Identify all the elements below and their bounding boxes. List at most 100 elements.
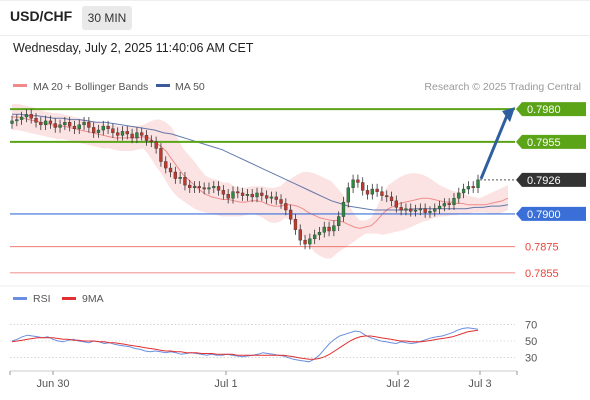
candle-body (34, 118, 38, 123)
candle (279, 194, 283, 209)
candle (356, 174, 360, 188)
price-levels-layer (10, 108, 515, 274)
candle-body (356, 179, 360, 183)
candle-body (63, 122, 67, 126)
candle-body (313, 234, 317, 240)
candle-body (207, 187, 211, 190)
candle (476, 174, 480, 193)
candle (457, 187, 461, 204)
candle-body (188, 184, 192, 188)
candle-body (192, 186, 197, 188)
level-label-1: 0.7955 (527, 137, 561, 149)
level-label-2: 0.7926 (527, 175, 561, 187)
x-tick-label-2: Jul 2 (386, 378, 409, 390)
candle-body (120, 131, 125, 136)
candle (260, 187, 264, 201)
level-label-5: 0.7855 (525, 268, 559, 280)
candle (346, 182, 350, 208)
candle-body (452, 198, 456, 205)
candle-body (183, 177, 187, 186)
candle (197, 181, 202, 193)
candle-body (154, 141, 158, 149)
level-label-4: 0.7875 (525, 242, 559, 254)
candle-body (471, 186, 475, 188)
rsi-tick-50: 50 (525, 336, 537, 348)
candle-body (101, 125, 105, 131)
candle-body (236, 191, 240, 194)
level-tag-0 (516, 102, 586, 117)
rsi-tick-30: 30 (525, 353, 537, 365)
candle (39, 116, 43, 131)
candle (111, 123, 115, 138)
timeframe-button[interactable]: 30 MIN (82, 6, 132, 30)
candle (327, 221, 331, 237)
candle (245, 189, 250, 201)
candle-body (67, 122, 72, 127)
candle (168, 162, 173, 178)
candle (10, 115, 14, 129)
candle (404, 203, 408, 216)
candle-body (116, 132, 120, 136)
candle-body (370, 188, 374, 195)
candle-body (15, 119, 19, 122)
candle-body (245, 194, 250, 196)
candle-body (43, 120, 48, 126)
rsi-line (11, 327, 479, 363)
candle (140, 127, 144, 141)
candle (216, 181, 221, 196)
candle-body (423, 208, 427, 213)
candle-body (125, 131, 129, 135)
candle (87, 116, 91, 133)
candle (48, 115, 53, 129)
candle-body (269, 196, 274, 199)
candle (452, 192, 456, 210)
candle-body (351, 179, 355, 188)
candle-body (308, 238, 312, 245)
level-label-0: 0.7980 (527, 104, 561, 116)
candle (135, 127, 139, 144)
rsi-ma-legend-swatch (62, 297, 76, 300)
ma50-legend-label: MA 50 (175, 81, 205, 93)
candle (159, 143, 163, 167)
candle-body (144, 135, 149, 141)
level-tag-2 (516, 172, 586, 187)
candle-body (466, 186, 471, 190)
candle (389, 191, 394, 207)
candle (466, 181, 471, 195)
candle (433, 203, 437, 217)
candle-body (212, 186, 216, 188)
candle-body (476, 179, 480, 188)
candle (29, 109, 33, 124)
candle (370, 183, 374, 200)
candle (288, 204, 293, 225)
candle-body (53, 123, 57, 128)
candle (303, 234, 307, 250)
candle-body (284, 203, 288, 211)
candle-body (264, 195, 269, 199)
candle (67, 116, 72, 132)
candle (173, 166, 177, 184)
target-arrow-head (502, 107, 515, 123)
candle-body (178, 177, 182, 179)
candle-body (19, 116, 24, 120)
candle-body (365, 190, 370, 195)
header-divider (0, 35, 590, 36)
candle-body (413, 209, 418, 212)
candle-body (442, 203, 447, 207)
candle-body (375, 188, 379, 192)
candle-body (260, 192, 264, 196)
candle (380, 186, 384, 201)
bollinger-band (12, 103, 508, 259)
ma20-legend-swatch (13, 84, 27, 87)
candle (461, 183, 466, 199)
candle (308, 233, 312, 250)
candle-body (303, 239, 307, 245)
candle (409, 203, 413, 217)
candle-body (327, 226, 331, 232)
candle (240, 187, 245, 201)
top-border (0, 0, 590, 1)
candle-body (385, 195, 389, 198)
level-labels-layer: 0.7980 0.7955 0.7926 0.7900 0.7875 0.7855 (516, 102, 586, 280)
level-label-3: 0.7900 (527, 209, 561, 221)
